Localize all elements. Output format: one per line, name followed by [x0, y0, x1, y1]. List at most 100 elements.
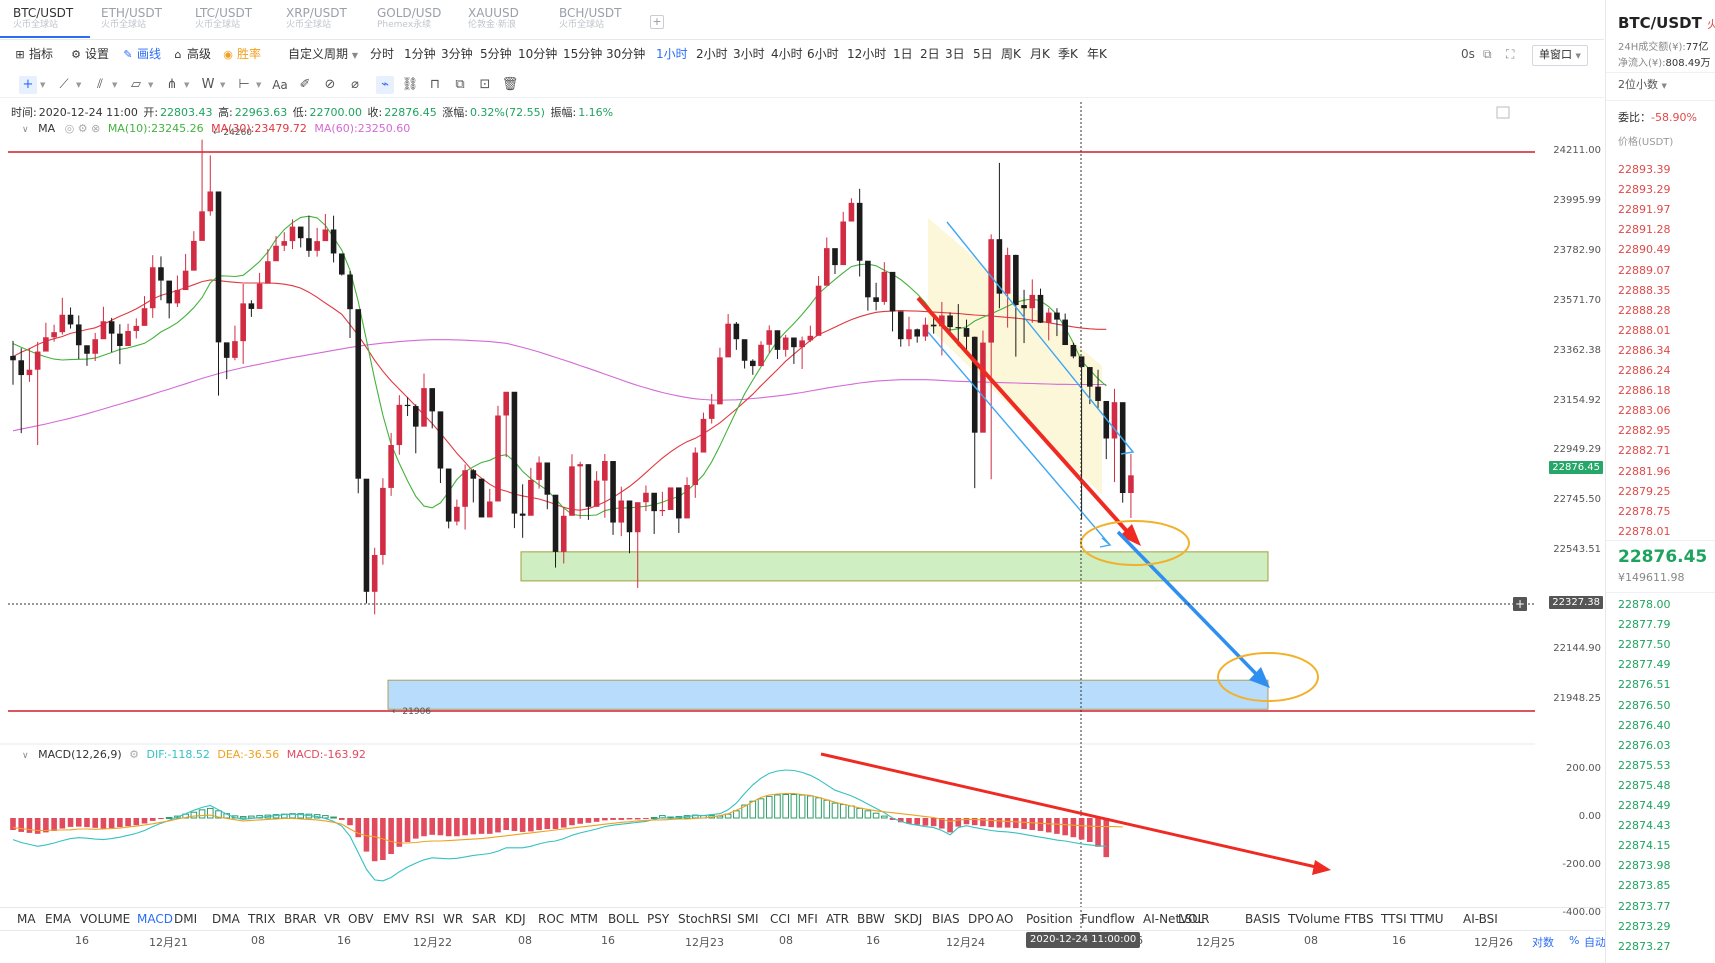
candle-body[interactable]	[593, 480, 600, 507]
indicator-ao[interactable]: AO	[996, 912, 1014, 926]
indicator-ttsi[interactable]: TTSI	[1381, 912, 1407, 926]
brush-tool-icon[interactable]: ✐	[299, 77, 311, 92]
ask-price[interactable]: 22883.06	[1618, 404, 1671, 418]
ask-price[interactable]: 22886.24	[1618, 364, 1671, 377]
indicator-dpo[interactable]: DPO	[968, 912, 994, 926]
candle-body[interactable]	[51, 332, 57, 338]
indicator-dmi[interactable]: DMI	[174, 912, 198, 926]
candle-body[interactable]	[1045, 312, 1052, 323]
indicator-mfi[interactable]: MFI	[797, 912, 818, 926]
tab-gold-usd[interactable]: GOLD/USD Phemex永续	[364, 6, 454, 38]
ask-price[interactable]: 22891.28	[1618, 223, 1671, 237]
hide-tool-icon[interactable]: ⊡	[479, 77, 491, 92]
candle-body[interactable]	[59, 314, 66, 333]
period-19[interactable]: 季K	[1058, 47, 1078, 61]
candle-body[interactable]	[552, 494, 559, 552]
ask-price[interactable]: 22882.71	[1618, 444, 1671, 458]
candle-body[interactable]	[651, 492, 657, 512]
candle-body[interactable]	[725, 323, 731, 358]
candle-body[interactable]	[1004, 254, 1011, 294]
candle-body[interactable]	[297, 226, 304, 239]
bid-price[interactable]: 22876.40	[1618, 718, 1671, 732]
candle-body[interactable]	[823, 248, 830, 286]
candle-body[interactable]	[544, 462, 551, 495]
period-17[interactable]: 周K	[1001, 47, 1021, 61]
period-7[interactable]: 1小时	[656, 47, 688, 61]
chevron-down-icon[interactable]: ▼	[148, 81, 154, 89]
bid-price[interactable]: 22873.77	[1618, 899, 1671, 913]
candle-body[interactable]	[511, 391, 518, 514]
period-3[interactable]: 5分钟	[480, 47, 512, 61]
indicator-kdj[interactable]: KDJ	[505, 912, 526, 926]
candle-body[interactable]	[215, 191, 222, 343]
candle-body[interactable]	[791, 337, 797, 348]
bid-price[interactable]: 22873.98	[1618, 859, 1671, 873]
indicator-emv[interactable]: EMV	[383, 912, 410, 926]
bid-price[interactable]: 22873.85	[1618, 879, 1671, 893]
indicator-smi[interactable]: SMI	[737, 912, 759, 926]
candle-body[interactable]	[577, 464, 583, 467]
period-4[interactable]: 10分钟	[518, 47, 558, 61]
price-chart[interactable]: ← 24260 ← 21906 +	[0, 100, 1535, 930]
tab-xauusd[interactable]: XAUUSD 伦敦金·新浪	[455, 6, 545, 38]
period-9[interactable]: 3小时	[733, 47, 765, 61]
price-axis[interactable]: 24211.00 23995.99 23782.90 23571.70 23362.38…	[1535, 100, 1605, 930]
candle-body[interactable]	[322, 229, 329, 242]
chevron-down-icon[interactable]: ▼	[256, 81, 262, 89]
candle-body[interactable]	[191, 240, 197, 271]
candle-body[interactable]	[897, 311, 904, 340]
candle-body[interactable]	[1037, 294, 1044, 323]
candle-body[interactable]	[10, 355, 16, 361]
auto-scale-toggle[interactable]: 自动	[1584, 936, 1606, 949]
trash-icon[interactable]: 🗑	[501, 77, 519, 92]
indicator-sar[interactable]: SAR	[472, 912, 497, 926]
indicator-ma[interactable]: MA	[17, 912, 36, 926]
candle-body[interactable]	[519, 513, 526, 516]
bid-price[interactable]: 22877.79	[1618, 618, 1671, 632]
trend-line-tool-icon[interactable]: ⟋	[59, 77, 69, 92]
candle-body[interactable]	[26, 369, 33, 376]
candle-body[interactable]	[1054, 312, 1060, 320]
advanced-button[interactable]: ⌂ 高级	[172, 46, 212, 63]
lock-tool-icon[interactable]: ⊓	[429, 77, 441, 92]
candle-body[interactable]	[67, 314, 74, 325]
candle-body[interactable]	[758, 344, 764, 367]
tab-xrp-usdt[interactable]: XRP/USDT 火币全球站	[273, 6, 363, 38]
candle-body[interactable]	[634, 502, 641, 533]
screenshot-icon[interactable]: ⧉	[1483, 47, 1492, 61]
indicator-psy[interactable]: PSY	[647, 912, 670, 926]
settings-button[interactable]: ⚙ 设置	[70, 46, 109, 63]
magnet-tool-icon[interactable]: ⌁	[376, 76, 394, 94]
candle-body[interactable]	[602, 461, 608, 481]
candle-body[interactable]	[930, 324, 937, 327]
candle-body[interactable]	[281, 241, 288, 246]
period-0[interactable]: 分时	[370, 47, 395, 61]
winrate-button[interactable]: ◉ 胜率	[222, 46, 261, 63]
candle-body[interactable]	[207, 191, 214, 212]
bid-price[interactable]: 22878.00	[1618, 598, 1671, 611]
candle-body[interactable]	[371, 554, 378, 592]
candle-body[interactable]	[18, 360, 25, 376]
fork-tool-icon[interactable]: ⋔	[166, 77, 178, 92]
indicator-atr[interactable]: ATR	[826, 912, 849, 926]
indicator-bbw[interactable]: BBW	[857, 912, 885, 926]
tab-eth-usdt[interactable]: ETH/USDT 火币全球站	[88, 6, 178, 38]
candle-body[interactable]	[240, 303, 246, 342]
candle-body[interactable]	[495, 415, 501, 502]
indicator-ttmu[interactable]: TTMU	[1410, 912, 1444, 926]
period-20[interactable]: 年K	[1087, 47, 1107, 61]
candle-body[interactable]	[684, 485, 690, 519]
ask-price[interactable]: 22882.95	[1618, 424, 1671, 438]
candle-body[interactable]	[1070, 345, 1077, 357]
candle-body[interactable]	[536, 462, 542, 480]
candle-body[interactable]	[643, 492, 649, 503]
candle-body[interactable]	[733, 323, 740, 340]
indicator-macd[interactable]: MACD	[137, 912, 173, 926]
period-11[interactable]: 6小时	[807, 47, 839, 61]
candle-body[interactable]	[1029, 294, 1036, 309]
period-13[interactable]: 1日	[893, 47, 913, 61]
custom-period-dropdown[interactable]: 自定义周期 ▼	[288, 46, 358, 64]
indicator-rsi[interactable]: RSI	[415, 912, 435, 926]
tab-ltc-usdt[interactable]: LTC/USDT 火币全球站	[182, 6, 272, 38]
bid-price[interactable]: 22874.43	[1618, 819, 1671, 833]
